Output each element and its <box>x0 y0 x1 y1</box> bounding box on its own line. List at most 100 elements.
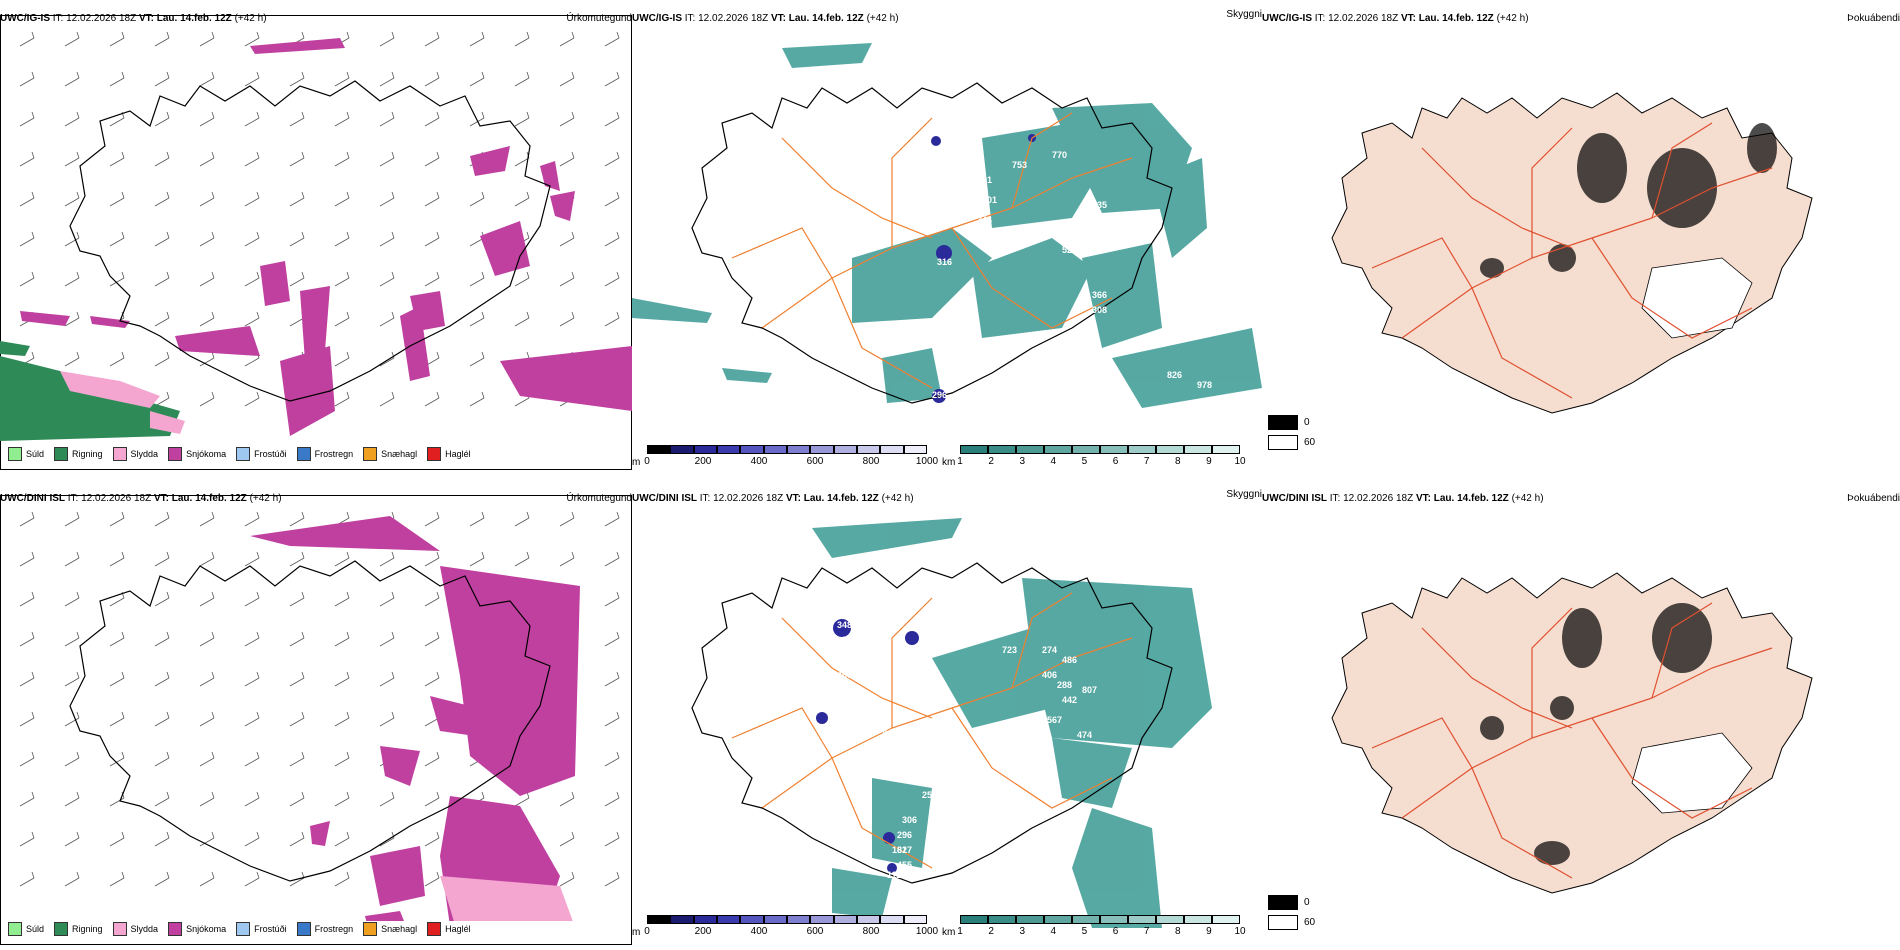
colorbar-segment <box>1212 915 1240 924</box>
colorbar-km: km 1 2 3 4 5 6 7 8 9 10 <box>942 915 1246 945</box>
fog-visibility-areas <box>812 518 1212 928</box>
fog-legend-swatch <box>1268 435 1298 450</box>
colorbar-segment <box>1156 915 1184 924</box>
legend-item: Rigning <box>54 447 103 461</box>
it-value: 12.02.2026 18Z <box>81 493 152 504</box>
colorbar-segment <box>903 915 927 924</box>
vt-value: Lau. 14.feb. 12Z <box>171 493 247 504</box>
vt-label: VT: <box>1400 13 1416 24</box>
colorbar-unit: km <box>942 457 956 468</box>
visibility-value: 442 <box>1062 695 1077 705</box>
model-name: UWC/DINI ISL <box>632 493 697 504</box>
colorbar-segment <box>717 445 741 454</box>
visibility-value: 296 <box>897 830 912 840</box>
iceland-outline <box>691 82 1173 404</box>
colorbar-segment <box>833 445 857 454</box>
fog-legend-label: 60 <box>1304 917 1316 928</box>
legend-swatch <box>168 447 183 461</box>
visibility-value: 291 <box>1082 320 1097 330</box>
visibility-value: 316 <box>937 257 952 267</box>
colorbar-segment <box>880 915 904 924</box>
legend-label: Slydda <box>130 449 159 459</box>
sleet-areas <box>60 371 185 434</box>
fog-roads <box>1371 122 1773 399</box>
it-label: IT: <box>699 493 711 504</box>
legend-swatch <box>54 447 69 461</box>
vt-value: Lau. 14.feb. 12Z <box>1433 493 1509 504</box>
legend-label: Rigning <box>72 924 103 934</box>
colorbar-m: m 0 200 400 600 800 1000 <box>632 445 938 475</box>
visibility-value: 344 <box>977 215 992 225</box>
colorbar-km: km 1 2 3 4 5 6 7 8 9 10 <box>942 445 1246 475</box>
colorbar-segment <box>810 445 834 454</box>
visibility-value: 723 <box>1002 645 1017 655</box>
legend-swatch <box>8 447 22 461</box>
legend-label: Haglél <box>445 449 471 459</box>
colorbar-unit: m <box>632 927 641 938</box>
colorbar-tick: 1000 <box>915 926 939 937</box>
low-visibility-areas <box>931 134 1036 403</box>
it-value: 12.02.2026 18Z <box>66 13 137 24</box>
legend-swatch <box>8 922 22 936</box>
legend-swatch <box>54 922 69 936</box>
legend-item: Slydda <box>112 922 158 936</box>
glacier-areas <box>1641 257 1753 339</box>
row2-fog-header: UWC/DINI ISL IT: 12.02.2026 18Z VT: Lau.… <box>1262 490 1900 508</box>
row1-vis-map: 591 401 344 753 770 335 523 316 366 308 291 112 296 8… <box>632 43 1262 408</box>
row1-fog-map <box>1331 92 1813 414</box>
vt-label: VT: <box>1415 493 1431 504</box>
colorbar-segment <box>810 915 834 924</box>
colorbar-segment <box>960 445 988 454</box>
low-visibility-areas <box>816 619 919 873</box>
visibility-value: 474 <box>1077 730 1092 740</box>
legend-item: Snjókoma <box>168 922 226 936</box>
fog-legend-swatch <box>1268 415 1298 430</box>
legend-item: Haglél <box>427 447 471 461</box>
colorbar-tick: 4 <box>1050 926 1057 937</box>
row2-vis-panel: UWC/DINI ISL IT: 12.02.2026 18Z VT: Lau.… <box>632 489 1262 950</box>
colorbar-tick: 8 <box>1174 926 1181 937</box>
legend-swatch <box>296 922 311 936</box>
model-name: UWC/IG-IS <box>0 13 50 24</box>
colorbar-tick: 10 <box>1234 926 1246 937</box>
vis-title: Skyggni <box>1226 489 1262 500</box>
visibility-value: 274 <box>1042 645 1057 655</box>
legend-item: Slydda <box>112 447 159 461</box>
colorbar-segment <box>1072 445 1100 454</box>
legend-label: Frostregn <box>314 924 354 934</box>
road-network <box>731 592 1133 869</box>
legend-label: Frostúði <box>254 924 287 934</box>
fog-legend-label: 0 <box>1304 897 1310 908</box>
visibility-value: 306 <box>902 815 917 825</box>
colorbar-unit: km <box>942 927 956 938</box>
precip-title: Úrkomutegund <box>566 13 632 24</box>
it-value: 12.02.2026 18Z <box>1328 13 1399 24</box>
model-name: UWC/DINI ISL <box>1262 493 1327 504</box>
vt-label: VT: <box>770 13 786 24</box>
model-name: UWC/DINI ISL <box>0 493 65 504</box>
colorbar-segment <box>1016 445 1044 454</box>
colorbar-tick: 800 <box>862 926 880 937</box>
fog-title: Þokuábendi <box>1847 493 1900 504</box>
vt-value: Lau. 14.feb. 12Z <box>1418 13 1494 24</box>
row1-vis-header: UWC/IG-IS IT: 12.02.2026 18Z VT: Lau. 14… <box>632 9 1262 28</box>
colorbar-segment <box>988 445 1016 454</box>
legend-label: Frostregn <box>314 449 354 459</box>
it-label: IT: <box>684 13 696 24</box>
colorbar-tick: 400 <box>750 926 768 937</box>
vt-value: Lau. 14.feb. 12Z <box>803 493 879 504</box>
vt-label: VT: <box>785 493 801 504</box>
colorbar-segment <box>670 915 694 924</box>
it-label: IT: <box>1329 493 1341 504</box>
colorbar-tick: 4 <box>1050 456 1057 467</box>
colorbar-tick: 5 <box>1081 926 1088 937</box>
colorbar-m: m 0 200 400 600 800 1000 <box>632 915 938 945</box>
fog-legend-label: 60 <box>1304 437 1316 448</box>
colorbar-segment <box>960 915 988 924</box>
row2-precip-map <box>19 511 620 921</box>
visibility-value: 523 <box>1062 245 1077 255</box>
colorbar-segment <box>693 445 717 454</box>
visibility-value: 431 <box>967 620 982 630</box>
it-value: 12.02.2026 18Z <box>698 13 769 24</box>
